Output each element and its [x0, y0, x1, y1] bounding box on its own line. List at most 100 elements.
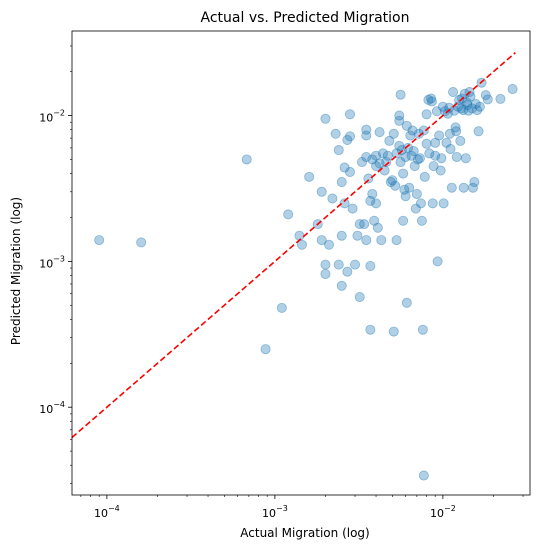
data-point: [442, 108, 453, 119]
data-point: [367, 154, 378, 165]
data-point: [361, 235, 372, 246]
data-point: [381, 157, 392, 168]
data-point: [336, 230, 347, 241]
data-point: [367, 188, 378, 199]
data-point: [342, 266, 353, 277]
y-tick-label: 10−2: [39, 109, 65, 125]
data-point: [336, 177, 347, 188]
data-point: [440, 106, 451, 117]
data-point: [369, 215, 380, 226]
data-point: [444, 102, 455, 113]
x-tick-label: 10−3: [262, 504, 288, 520]
data-point: [320, 268, 331, 279]
data-point: [480, 90, 491, 101]
data-point: [399, 184, 410, 195]
data-point: [324, 239, 335, 250]
data-point: [394, 140, 405, 151]
data-point: [455, 135, 466, 146]
data-point: [404, 182, 415, 193]
data-point: [436, 153, 447, 164]
data-point: [458, 105, 469, 116]
data-point: [361, 124, 372, 135]
data-point: [427, 198, 438, 209]
data-point: [451, 126, 462, 137]
y-tick-label: 10−4: [39, 400, 65, 416]
data-point: [377, 148, 388, 159]
data-point: [336, 280, 347, 291]
data-point: [463, 105, 474, 116]
data-point: [470, 99, 481, 110]
x-tick-label: 10−2: [430, 504, 456, 520]
data-point: [359, 219, 370, 230]
data-point: [450, 122, 461, 133]
data-point: [333, 145, 344, 156]
data-point: [384, 135, 395, 146]
data-point: [371, 198, 382, 209]
data-point: [418, 470, 429, 481]
data-point: [320, 113, 331, 124]
data-point: [371, 161, 382, 172]
data-point: [469, 177, 480, 188]
data-point: [459, 88, 470, 99]
data-point: [354, 291, 365, 302]
data-point: [394, 110, 405, 121]
data-point: [430, 137, 441, 148]
data-point: [330, 128, 341, 139]
data-point: [406, 150, 417, 161]
data-point: [260, 344, 271, 355]
y-tick-label: 10−3: [39, 254, 65, 270]
data-point: [456, 103, 467, 114]
data-point: [136, 237, 147, 248]
data-point: [430, 150, 441, 161]
data-point: [316, 186, 327, 197]
data-point: [418, 125, 429, 136]
data-point: [438, 198, 449, 209]
data-point: [365, 195, 376, 206]
data-point: [409, 161, 420, 172]
data-point: [387, 175, 398, 186]
data-point: [482, 94, 493, 105]
plot-frame: [71, 30, 531, 496]
data-point: [394, 115, 405, 126]
data-point: [426, 96, 437, 107]
data-point: [361, 130, 372, 141]
data-point: [408, 146, 419, 157]
data-point: [421, 109, 432, 120]
data-point: [462, 100, 473, 111]
data-point: [339, 162, 350, 173]
data-point: [333, 259, 344, 270]
data-point: [434, 130, 445, 141]
data-point: [400, 191, 411, 202]
data-point: [401, 297, 412, 308]
data-point: [379, 165, 390, 176]
data-point: [435, 165, 446, 176]
data-point: [474, 101, 485, 112]
data-point: [426, 93, 437, 104]
data-point: [385, 177, 396, 188]
data-point: [363, 173, 374, 184]
data-point: [361, 151, 372, 162]
data-point: [320, 259, 331, 270]
data-point: [401, 120, 412, 131]
data-point: [350, 259, 361, 270]
data-point: [388, 326, 399, 337]
data-point: [241, 154, 252, 165]
data-point: [412, 154, 423, 165]
data-point: [405, 130, 416, 141]
data-point: [390, 180, 401, 191]
data-point: [414, 153, 425, 164]
data-point: [395, 157, 406, 168]
reference-line: [72, 52, 516, 439]
data-point: [356, 157, 367, 168]
data-point: [444, 128, 455, 139]
data-point: [428, 161, 439, 172]
y-axis: 10−4 10−3 10−2: [39, 45, 72, 484]
data-point: [407, 125, 418, 136]
data-point: [365, 260, 376, 271]
data-point: [417, 324, 428, 335]
data-point: [345, 167, 356, 178]
data-point: [403, 142, 414, 153]
data-point: [467, 182, 478, 193]
data-point: [451, 151, 462, 162]
